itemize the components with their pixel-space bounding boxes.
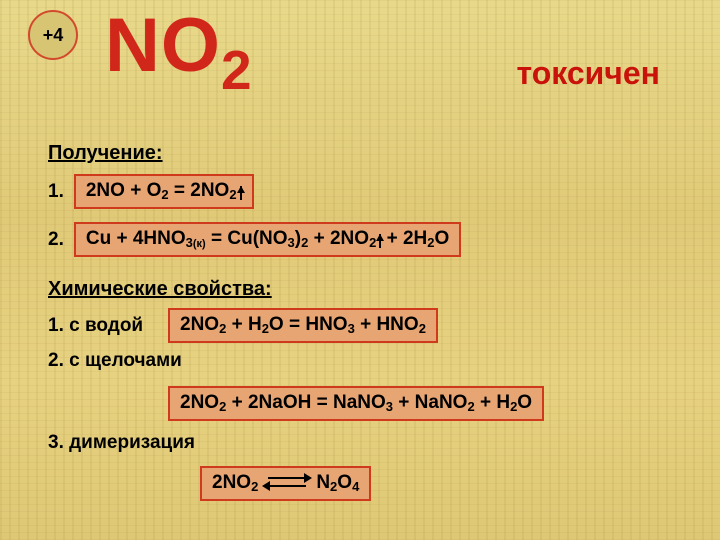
property-row-water: 1. с водой 2NO2 + H2O = HNO3 + HNO2 (48, 308, 438, 343)
property-row-alkali-label: 2. с щелочами (48, 350, 182, 372)
obtain-row-2: 2. Cu + 4HNO3(к) = Cu(NO3)2 + 2NO2 + 2H2… (48, 222, 461, 257)
compound-title: NO2 (105, 2, 253, 89)
oxidation-state-text: +4 (43, 26, 64, 44)
equation-dimer: 2NO2N2O4 (200, 466, 371, 501)
equation-water: 2NO2 + H2O = HNO3 + HNO2 (168, 308, 438, 343)
property-row-dimer-label: 3. димеризация (48, 432, 195, 454)
section-heading-properties: Химические свойства: (48, 278, 272, 301)
obtain-2-number: 2. (48, 229, 64, 251)
property-1-label: 1. с водой (48, 315, 158, 337)
equation-alkali: 2NO2 + 2NaOH = NaNO3 + NaNO2 + H2O (168, 386, 544, 421)
property-row-alkali-eq: 2NO2 + 2NaOH = NaNO3 + NaNO2 + H2O (168, 386, 544, 421)
property-3-label: 3. димеризация (48, 432, 195, 454)
obtain-1-number: 1. (48, 181, 64, 203)
toxic-label: токсичен (516, 55, 660, 92)
title-subscript: 2 (221, 39, 253, 101)
obtain-row-1: 1. 2NO + O2 = 2NO2 (48, 174, 254, 209)
reversible-arrow-icon (264, 474, 310, 490)
property-2-label: 2. с щелочами (48, 350, 182, 372)
title-main: NO (105, 3, 221, 88)
section-heading-obtaining: Получение: (48, 142, 163, 165)
property-row-dimer-eq: 2NO2N2O4 (200, 466, 371, 501)
equation-obtain-2: Cu + 4HNO3(к) = Cu(NO3)2 + 2NO2 + 2H2O (74, 222, 461, 257)
equation-obtain-1: 2NO + O2 = 2NO2 (74, 174, 254, 209)
oxidation-state-badge: +4 (28, 10, 78, 60)
